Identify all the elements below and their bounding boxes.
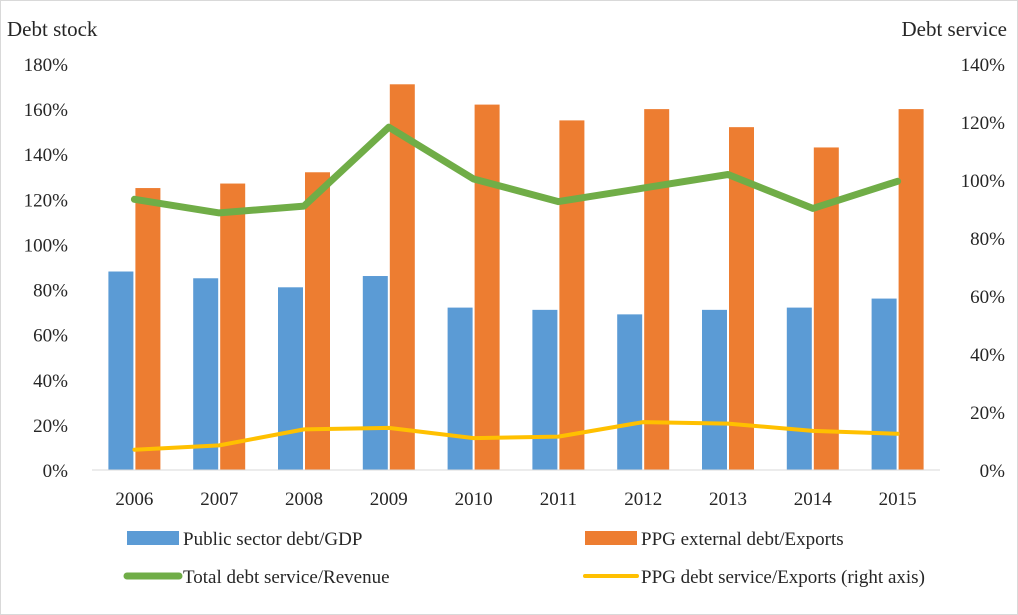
- right-tick-label: 20%: [970, 403, 1005, 424]
- bar-public-sector-debt-gdp-2010: [447, 307, 473, 470]
- left-axis-title: Debt stock: [7, 17, 98, 41]
- line-ppg-debt-service-exports-right-axis-: [132, 420, 900, 452]
- bar-public-sector-debt-gdp-2014: [786, 307, 812, 470]
- x-tick-label: 2014: [794, 489, 833, 510]
- bar-public-sector-debt-gdp-2011: [532, 309, 558, 470]
- left-tick-label: 160%: [24, 100, 69, 121]
- bar-ppg-external-debt-exports-2008: [305, 172, 330, 470]
- left-axis-ticks: 0% 20% 40% 60% 80% 100% 120% 140% 160% 180%: [24, 55, 69, 482]
- left-tick-label: 20%: [33, 416, 68, 437]
- x-tick-label: 2006: [115, 489, 153, 510]
- x-tick-label: 2015: [879, 489, 917, 510]
- left-tick-label: 180%: [24, 55, 69, 76]
- bar-public-sector-debt-gdp-2006: [108, 271, 134, 470]
- x-tick-label: 2011: [540, 489, 577, 510]
- x-axis-ticks: 2006 2007 2008 2009 2010 2011 2012 2013 2014 2015: [115, 489, 916, 510]
- bar-ppg-external-debt-exports-2014: [813, 147, 839, 470]
- right-tick-label: 100%: [961, 171, 1006, 192]
- legend-label: Public sector debt/GDP: [183, 529, 362, 550]
- bar-public-sector-debt-gdp-2009: [362, 276, 388, 470]
- bar-ppg-external-debt-exports-2006: [135, 188, 161, 471]
- x-tick-label: 2008: [285, 489, 323, 510]
- x-tick-label: 2009: [370, 489, 408, 510]
- x-tick-label: 2007: [200, 489, 238, 510]
- legend: Public sector debt/GDP PPG external debt/…: [123, 529, 925, 588]
- right-tick-label: 60%: [970, 287, 1005, 308]
- right-tick-label: 0%: [980, 461, 1006, 482]
- bar-public-sector-debt-gdp-2007: [193, 278, 219, 470]
- right-tick-label: 40%: [970, 345, 1005, 366]
- bar-ppg-external-debt-exports-2011: [559, 120, 585, 470]
- bar-public-sector-debt-gdp-2008: [278, 287, 303, 470]
- right-tick-label: 140%: [961, 55, 1006, 76]
- bar-ppg-external-debt-exports-2009: [389, 84, 415, 471]
- left-tick-label: 140%: [24, 145, 69, 166]
- left-tick-label: 100%: [24, 235, 69, 256]
- bar-public-sector-debt-gdp-2012: [617, 314, 643, 470]
- legend-label: Total debt service/Revenue: [183, 567, 390, 588]
- x-tick-label: 2012: [624, 489, 662, 510]
- bar-ppg-external-debt-exports-2010: [474, 104, 500, 470]
- line-total-debt-service-revenue: [130, 123, 902, 217]
- line-series-group: [130, 123, 902, 452]
- left-tick-label: 40%: [33, 371, 68, 392]
- legend-label: PPG debt service/Exports (right axis): [641, 567, 925, 588]
- legend-label: PPG external debt/Exports: [641, 529, 844, 550]
- legend-swatch: [127, 531, 179, 545]
- bar-public-sector-debt-gdp-2015: [871, 298, 897, 470]
- left-tick-label: 80%: [33, 281, 68, 302]
- left-tick-label: 120%: [24, 190, 69, 211]
- left-tick-label: 0%: [43, 461, 69, 482]
- bar-ppg-external-debt-exports-2007: [220, 183, 246, 471]
- bar-ppg-external-debt-exports-2012: [644, 109, 670, 470]
- right-axis-ticks: 0% 20% 40% 60% 80% 100% 120% 140%: [961, 55, 1006, 482]
- x-tick-label: 2010: [455, 489, 493, 510]
- right-tick-label: 80%: [970, 229, 1005, 250]
- bar-public-sector-debt-gdp-2013: [702, 309, 727, 470]
- left-tick-label: 60%: [33, 326, 68, 347]
- bar-ppg-external-debt-exports-2015: [898, 109, 924, 470]
- right-tick-label: 120%: [961, 113, 1006, 134]
- right-axis-title: Debt service: [901, 17, 1007, 41]
- x-tick-label: 2013: [709, 489, 747, 510]
- legend-swatch: [585, 531, 637, 545]
